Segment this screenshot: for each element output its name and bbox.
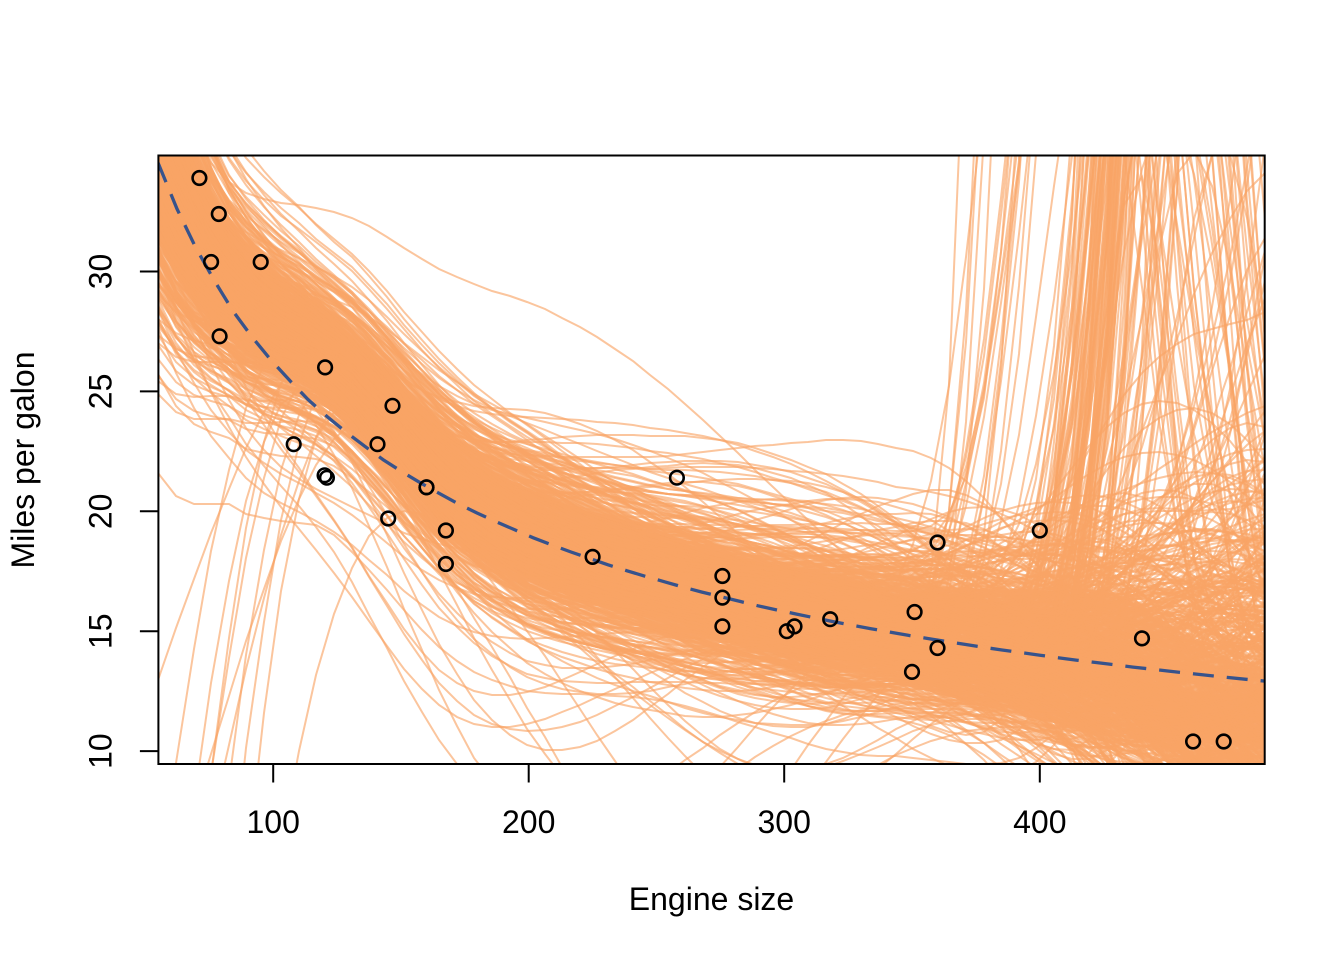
svg-text:Engine size: Engine size: [629, 881, 794, 917]
svg-text:25: 25: [83, 374, 119, 410]
svg-text:200: 200: [502, 804, 555, 840]
svg-text:15: 15: [83, 613, 119, 649]
svg-text:30: 30: [83, 254, 119, 290]
svg-text:100: 100: [247, 804, 300, 840]
svg-text:Miles per galon: Miles per galon: [5, 352, 41, 569]
svg-text:10: 10: [83, 733, 119, 769]
svg-text:300: 300: [758, 804, 811, 840]
svg-text:20: 20: [83, 494, 119, 530]
svg-text:400: 400: [1013, 804, 1066, 840]
